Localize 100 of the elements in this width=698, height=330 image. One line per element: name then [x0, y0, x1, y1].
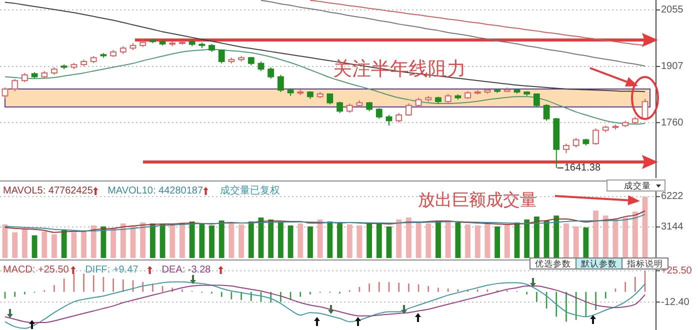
bar [376, 223, 382, 258]
line-series [4, 48, 646, 125]
bar [42, 231, 48, 258]
bar [573, 226, 579, 258]
bar [150, 223, 156, 258]
candlestick [563, 143, 570, 154]
bar [564, 223, 569, 258]
bar [504, 224, 510, 258]
bar [406, 218, 412, 258]
candlestick [346, 103, 353, 114]
bar [317, 220, 323, 258]
bar [81, 230, 86, 258]
bar [298, 223, 304, 258]
series-label: DIFF: +9.47 [85, 264, 139, 276]
annotation: 优选参数 [535, 258, 571, 270]
candlestick [218, 48, 225, 64]
bar [554, 216, 560, 258]
bar [445, 221, 451, 258]
candlestick [386, 114, 392, 126]
bar [602, 216, 608, 258]
candlestick [572, 137, 580, 148]
y-tick-label: 1907 [661, 61, 684, 72]
bar [416, 222, 422, 258]
bar [52, 234, 57, 258]
line-series [4, 214, 646, 232]
bar [642, 196, 648, 258]
bar [90, 225, 96, 258]
bar [268, 220, 274, 258]
series-label: MACD: +25.50 [3, 264, 70, 276]
annotation: 放出巨额成交量 [418, 190, 537, 211]
bar [524, 220, 530, 258]
bar [170, 225, 176, 258]
line-series [4, 210, 646, 233]
bar [71, 232, 77, 258]
bar [308, 226, 313, 258]
bar [288, 225, 294, 258]
bar [436, 220, 441, 258]
bar [61, 229, 67, 258]
candlestick [376, 108, 382, 120]
bar [593, 210, 598, 258]
bar [228, 222, 234, 258]
bar [189, 221, 195, 258]
bar [426, 223, 432, 258]
bar [356, 225, 362, 258]
bar [140, 222, 146, 258]
bar [583, 227, 589, 258]
y-tick-label: 6222 [661, 191, 684, 202]
candlestick [533, 93, 540, 108]
bar [209, 225, 214, 258]
annotation: 成交量已复权 [220, 184, 280, 197]
bar [337, 223, 342, 258]
bar [110, 228, 116, 258]
candlestick [258, 61, 264, 72]
tab-button: 指标说明 [622, 258, 668, 270]
candlestick [366, 101, 373, 112]
candlestick [415, 97, 422, 108]
bar [278, 222, 284, 258]
bar [160, 224, 166, 258]
y-tick-label: 2055 [661, 4, 684, 16]
y-tick-label: 3144 [661, 222, 684, 233]
bar [534, 216, 540, 258]
bar [2, 224, 8, 258]
bar [484, 223, 490, 258]
bar [238, 224, 244, 258]
bar [622, 218, 628, 258]
series-label: DEA: -3.28 [162, 264, 212, 276]
bar [346, 224, 352, 258]
bar [22, 228, 28, 258]
candlestick [592, 128, 599, 146]
text: MAVOL10: 44280187 [108, 186, 204, 197]
bar [474, 225, 480, 258]
bar [386, 226, 392, 258]
tab-button: 优选参数 [530, 258, 576, 270]
candlestick [543, 104, 550, 122]
line-series [4, 2, 646, 92]
bar [455, 222, 461, 258]
candlestick [277, 74, 284, 93]
candlestick [21, 72, 28, 83]
annotation: 成交量 [624, 180, 651, 192]
bar [366, 222, 372, 258]
bar [199, 223, 205, 258]
bar [120, 223, 126, 258]
dropdown: 成交量 [606, 180, 666, 192]
candlestick [326, 93, 334, 105]
candlestick [405, 103, 412, 116]
candlestick [12, 78, 18, 92]
candlestick [268, 66, 274, 80]
bar [327, 221, 333, 258]
text: MAVOL5: 47762425 [3, 186, 94, 197]
y-tick-label: 1760 [661, 117, 684, 128]
bar [494, 226, 500, 258]
bar [12, 232, 18, 258]
tab-button: 默认参数 [576, 258, 622, 270]
bar [396, 220, 402, 258]
bar [248, 221, 254, 258]
candlestick [396, 112, 402, 124]
bar [465, 224, 470, 258]
bar [32, 235, 38, 258]
annotation: 指标说明 [626, 258, 663, 270]
candlestick [2, 86, 8, 100]
